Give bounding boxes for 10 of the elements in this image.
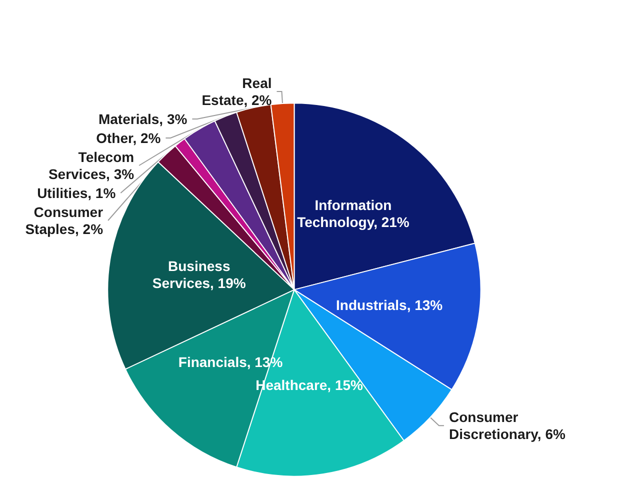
slice-label: Real Estate, 2%: [202, 75, 272, 108]
slice-label: Information Technology, 21%: [297, 197, 410, 230]
slice-label: Materials, 3%: [98, 111, 188, 127]
slice-label: Consumer Staples, 2%: [25, 204, 104, 237]
slice-label: Business Services, 19%: [152, 258, 246, 292]
slice-label: Utilities, 1%: [37, 185, 116, 201]
slice-label: Other, 2%: [96, 130, 162, 146]
slice-label: Industrials, 13%: [336, 296, 444, 313]
slice-label: Telecom Services, 3%: [48, 149, 135, 182]
slice-label: Consumer Discretionary, 6%: [448, 409, 566, 442]
